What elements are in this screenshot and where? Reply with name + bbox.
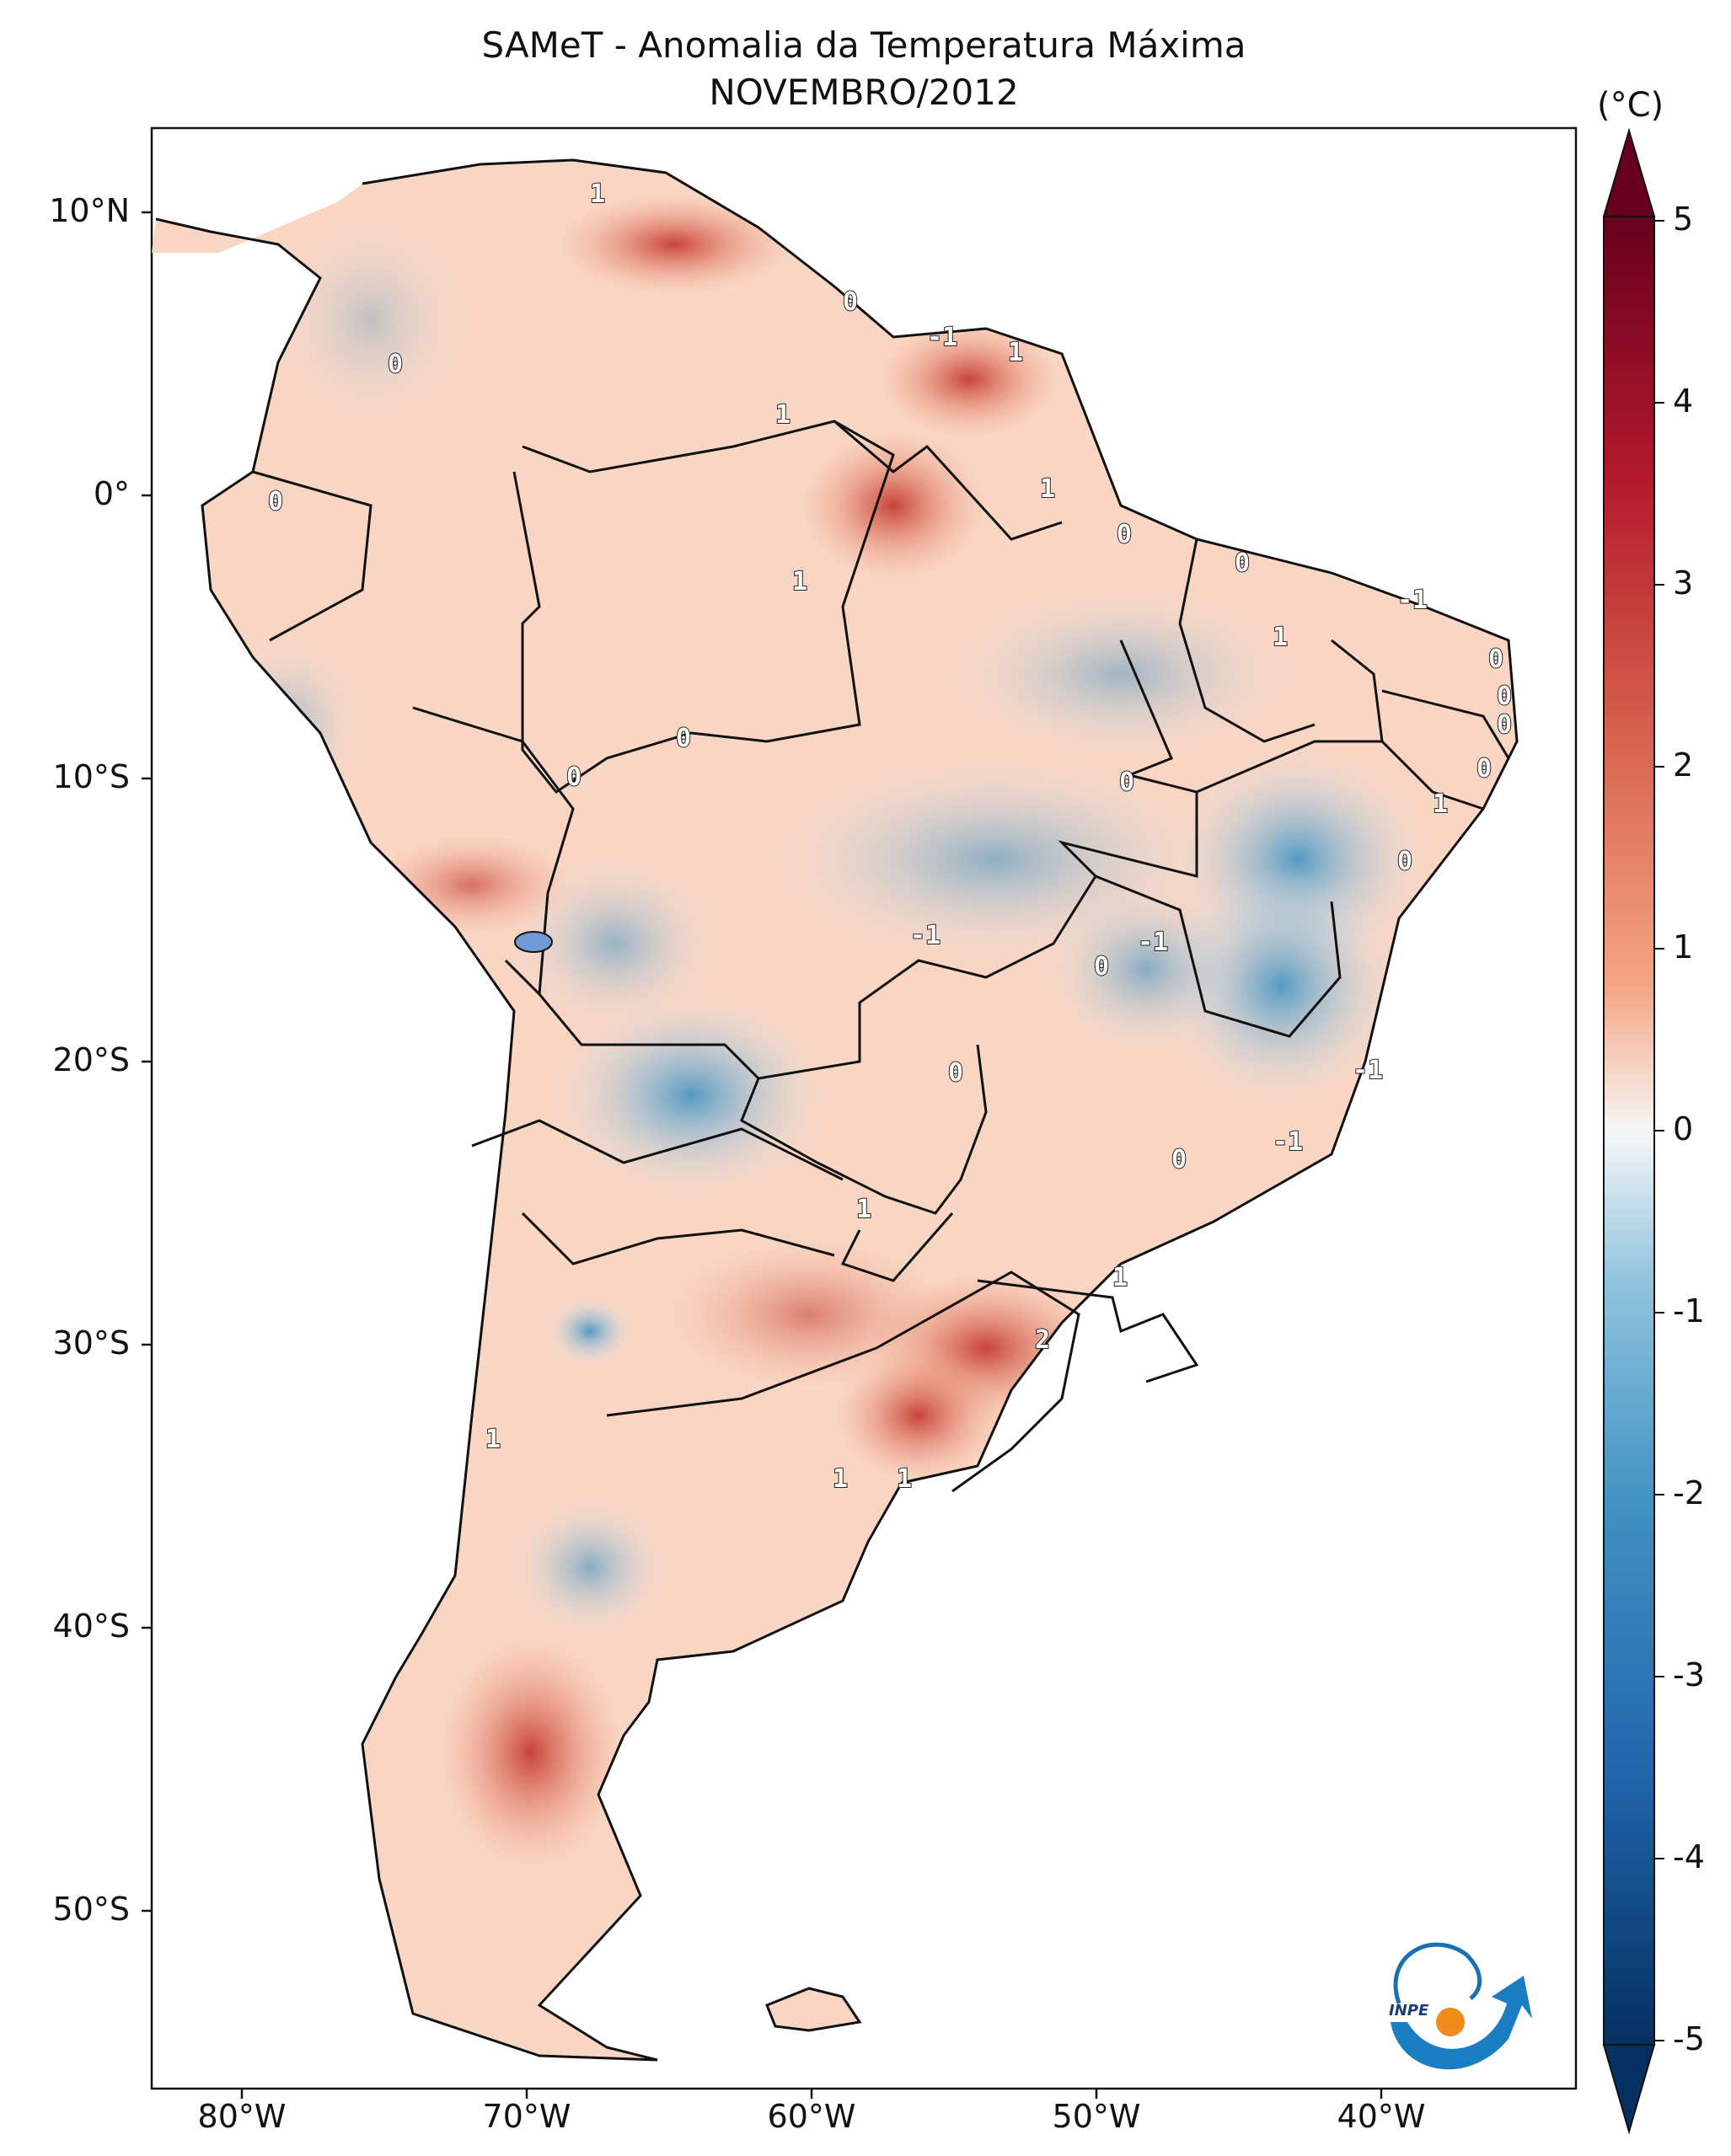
lat-label: 20°S	[52, 1041, 130, 1078]
colorbar-min-extend	[1602, 2044, 1656, 2135]
lon-label: 40°W	[1337, 2098, 1426, 2135]
colorbar-tick-label: -2	[1673, 1474, 1705, 1511]
contour-label: 1	[1273, 623, 1288, 652]
contour-label: 0	[268, 487, 283, 516]
colorbar-tick-label: 0	[1673, 1110, 1694, 1148]
colorbar-tick-label: -4	[1673, 1838, 1705, 1875]
contour-label: 0	[1497, 710, 1512, 740]
contour-label: -1	[1273, 1127, 1303, 1157]
colorbar-tick-label: -3	[1673, 1656, 1705, 1693]
contour-label: -1	[910, 921, 941, 950]
lon-label: 70°W	[482, 2098, 571, 2135]
map-title: SAMeT - Anomalia da Temperatura Máxima	[481, 24, 1246, 66]
contour-label: 0	[1488, 645, 1503, 674]
contour-label: 0	[1171, 1145, 1187, 1174]
contour-label: 0	[1094, 952, 1109, 982]
contour-label: 1	[485, 1425, 501, 1454]
colorbar-tick-label: -1	[1673, 1292, 1705, 1329]
contour-label: 1	[792, 567, 807, 597]
colorbar-max-extend	[1602, 127, 1656, 217]
lon-label: 60°W	[767, 2098, 856, 2135]
contour-label: -1	[927, 323, 957, 352]
lat-label: 10°S	[52, 758, 130, 795]
contour-label: 0	[1117, 520, 1132, 549]
contour-label: 0	[1235, 548, 1250, 578]
colorbar	[1602, 127, 1664, 2135]
contour-label: 2	[1035, 1325, 1050, 1355]
colorbar-tick-label: 3	[1673, 564, 1694, 602]
contour-label: 1	[1040, 474, 1055, 504]
contour-labels: 1 0 -1 1 1 0 1 1 0 0 -1 1 0 0 0 0 1 0 0 …	[267, 179, 1513, 1495]
contour-label: 0	[1397, 847, 1412, 876]
colorbar-tick-label: 5	[1673, 201, 1694, 238]
contour-label: 0	[676, 724, 691, 753]
falkland-islands	[765, 1987, 862, 2032]
contour-label: 0	[566, 762, 581, 792]
logo-text: INPE	[1389, 2002, 1429, 2020]
contour-label: 0	[388, 350, 403, 379]
contour-label: 0	[948, 1058, 963, 1088]
contour-label: 1	[1433, 789, 1448, 819]
country-borders	[155, 158, 1519, 2062]
contour-label: -1	[1397, 586, 1428, 615]
contour-label: 1	[833, 1464, 848, 1494]
contour-label: 1	[775, 400, 790, 430]
contour-label: 1	[590, 179, 605, 209]
lat-label: 40°S	[52, 1608, 130, 1645]
contour-label: 0	[1497, 682, 1512, 711]
inpe-logo: INPE	[1389, 1942, 1532, 2070]
colorbar-tick-label: 4	[1673, 383, 1694, 420]
contour-label: 0	[1119, 768, 1134, 797]
lake-titicaca	[514, 931, 553, 953]
contour-label: 1	[897, 1464, 912, 1494]
map-subtitle: NOVEMBRO/2012	[709, 72, 1019, 113]
lat-label: 30°S	[52, 1324, 130, 1362]
colorbar-tick-label: 1	[1673, 928, 1694, 966]
lon-label: 50°W	[1052, 2098, 1141, 2135]
colorbar-tick-label: -5	[1673, 2020, 1705, 2057]
contour-label: -1	[1138, 928, 1168, 957]
contour-label: 0	[843, 287, 858, 317]
contour-label: 1	[1008, 338, 1023, 367]
contour-label: 1	[1112, 1263, 1128, 1292]
contour-label: 1	[856, 1195, 871, 1224]
lat-label: 50°S	[52, 1891, 130, 1928]
contour-label: -1	[1353, 1056, 1383, 1085]
colorbar-unit: (°C)	[1597, 86, 1664, 125]
lat-label: 10°N	[49, 192, 130, 229]
lon-label: 80°W	[197, 2098, 287, 2135]
lat-label: 0°	[93, 475, 130, 512]
axis-ticks	[142, 211, 1383, 2099]
colorbar-tick-label: 2	[1673, 746, 1694, 784]
contour-label: 0	[1476, 754, 1492, 784]
